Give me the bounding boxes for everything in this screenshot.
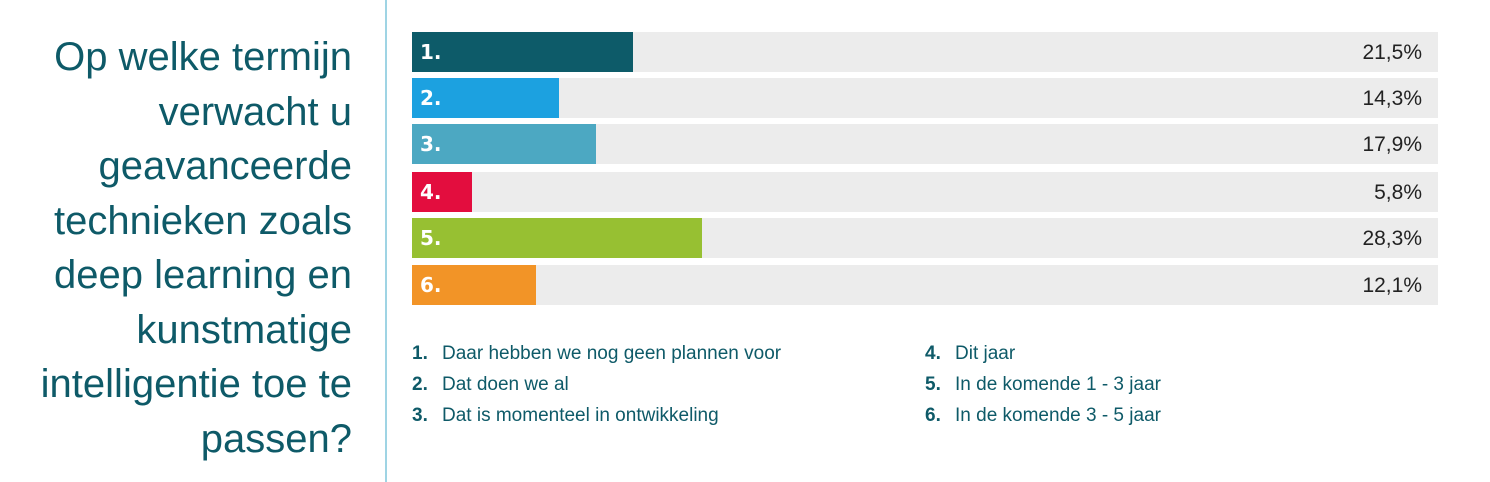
bar-number-label: 5.	[420, 226, 442, 250]
bar-track: 6. 12,1%	[412, 265, 1438, 305]
bar-track: 4. 5,8%	[412, 172, 1438, 212]
legend-number: 1.	[412, 343, 428, 364]
legend-item: 4. Dit jaar	[925, 343, 1015, 365]
bar-number-label: 4.	[420, 180, 442, 204]
legend-number: 5.	[925, 374, 941, 395]
bar-value-label: 17,9%	[1362, 133, 1422, 156]
divider	[385, 0, 387, 482]
bar-value-label: 5,8%	[1374, 181, 1422, 204]
bar-track: 3. 17,9%	[412, 124, 1438, 164]
bar-number-label: 1.	[420, 40, 442, 64]
legend-number: 4.	[925, 343, 941, 364]
legend-number: 2.	[412, 374, 428, 395]
bar: 5.	[412, 218, 703, 258]
legend-item: 2. Dat doen we al	[412, 374, 569, 396]
bar-number-label: 3.	[420, 132, 442, 156]
legend-item: 1. Daar hebben we nog geen plannen voor	[412, 343, 781, 365]
legend-label: Dat is momenteel in ontwikkeling	[442, 405, 719, 426]
legend-item: 5. In de komende 1 - 3 jaar	[925, 374, 1161, 396]
bar-track: 1. 21,5%	[412, 32, 1438, 72]
bar-number-label: 2.	[420, 86, 442, 110]
legend-label: In de komende 3 - 5 jaar	[955, 405, 1161, 426]
bar-track: 2. 14,3%	[412, 78, 1438, 118]
legend-label: Daar hebben we nog geen plannen voor	[442, 343, 782, 364]
bar: 4.	[412, 172, 472, 212]
bar: 1.	[412, 32, 633, 72]
bar: 6.	[412, 265, 537, 305]
bar: 3.	[412, 124, 596, 164]
bar: 2.	[412, 78, 559, 118]
legend-label: Dat doen we al	[442, 374, 569, 395]
bar-number-label: 6.	[420, 273, 442, 297]
legend-label: Dit jaar	[955, 343, 1016, 364]
legend-label: In de komende 1 - 3 jaar	[955, 374, 1161, 395]
bar-track: 5. 28,3%	[412, 218, 1438, 258]
legend-number: 3.	[412, 405, 428, 426]
legend-item: 6. In de komende 3 - 5 jaar	[925, 405, 1161, 427]
bar-value-label: 12,1%	[1362, 274, 1422, 297]
bar-value-label: 28,3%	[1362, 227, 1422, 250]
legend-number: 6.	[925, 405, 941, 426]
bar-value-label: 21,5%	[1362, 41, 1422, 64]
chart-title: Op welke termijn verwacht u geavanceerde…	[40, 35, 352, 461]
bar-value-label: 14,3%	[1362, 87, 1422, 110]
legend-item: 3. Dat is momenteel in ontwikkeling	[412, 405, 719, 427]
